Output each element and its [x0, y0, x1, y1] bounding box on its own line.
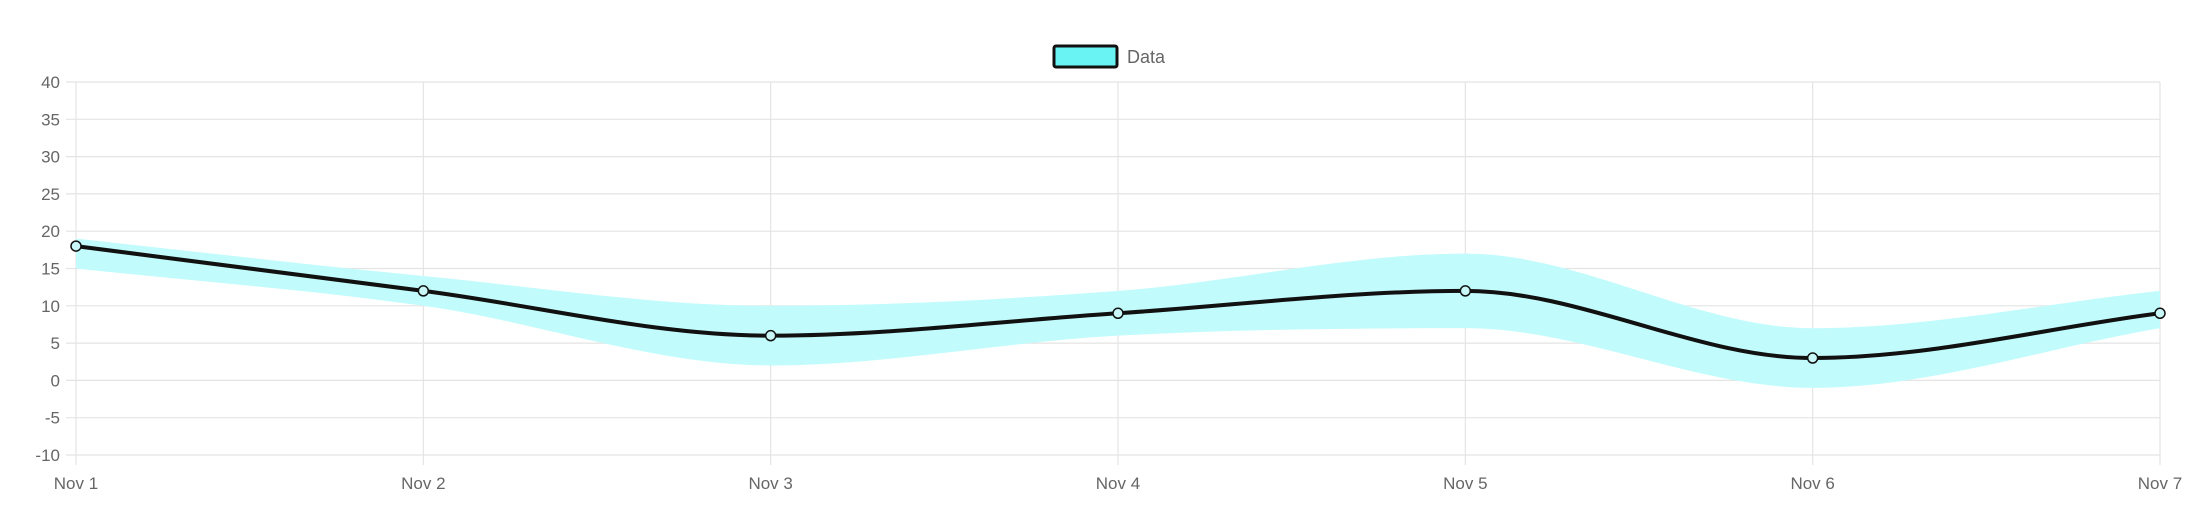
y-tick-label: 40: [41, 73, 60, 92]
y-tick-label: 10: [41, 297, 60, 316]
data-point: [1806, 352, 1819, 364]
x-tick-label: Nov 5: [1443, 474, 1487, 493]
data-point: [417, 285, 430, 297]
data-point: [2154, 307, 2166, 320]
y-tick-label: 25: [41, 185, 60, 204]
y-tick-label: 30: [41, 148, 60, 167]
x-tick-label: Nov 2: [401, 474, 445, 493]
y-tick-label: 35: [41, 110, 60, 129]
data-point: [70, 240, 82, 252]
legend[interactable]: Data: [1052, 44, 1166, 69]
x-tick-label: Nov 7: [2138, 474, 2182, 493]
y-tick-label: 15: [41, 260, 60, 279]
y-tick-label: -10: [35, 446, 60, 465]
y-tick-label: -5: [45, 409, 60, 428]
grid: [66, 81, 2161, 465]
x-tick-label: Nov 6: [1790, 474, 1834, 493]
legend-swatch[interactable]: [1052, 44, 1119, 69]
data-point: [764, 329, 777, 342]
x-tick-label: Nov 1: [54, 474, 98, 493]
y-tick-label: 0: [51, 371, 60, 390]
legend-label[interactable]: Data: [1127, 47, 1166, 67]
x-tick-label: Nov 4: [1096, 474, 1140, 493]
y-tick-label: 20: [41, 222, 60, 241]
x-tick-label: Nov 3: [748, 474, 792, 493]
y-tick-label: 5: [51, 334, 60, 353]
data-point: [1112, 307, 1124, 320]
x-axis-ticks: Nov 1 Nov 2 Nov 3 Nov 4 Nov 5 Nov 6 Nov 7: [54, 474, 2182, 493]
data-points: [70, 240, 2166, 364]
y-axis-ticks: 40 35 30 25 20 15 10 5 0 -5 -10: [35, 73, 60, 465]
data-point: [1459, 285, 1472, 297]
